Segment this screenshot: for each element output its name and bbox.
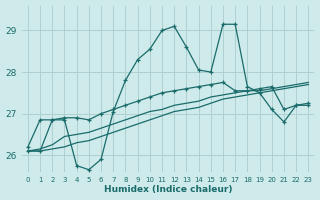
X-axis label: Humidex (Indice chaleur): Humidex (Indice chaleur) bbox=[104, 185, 232, 194]
